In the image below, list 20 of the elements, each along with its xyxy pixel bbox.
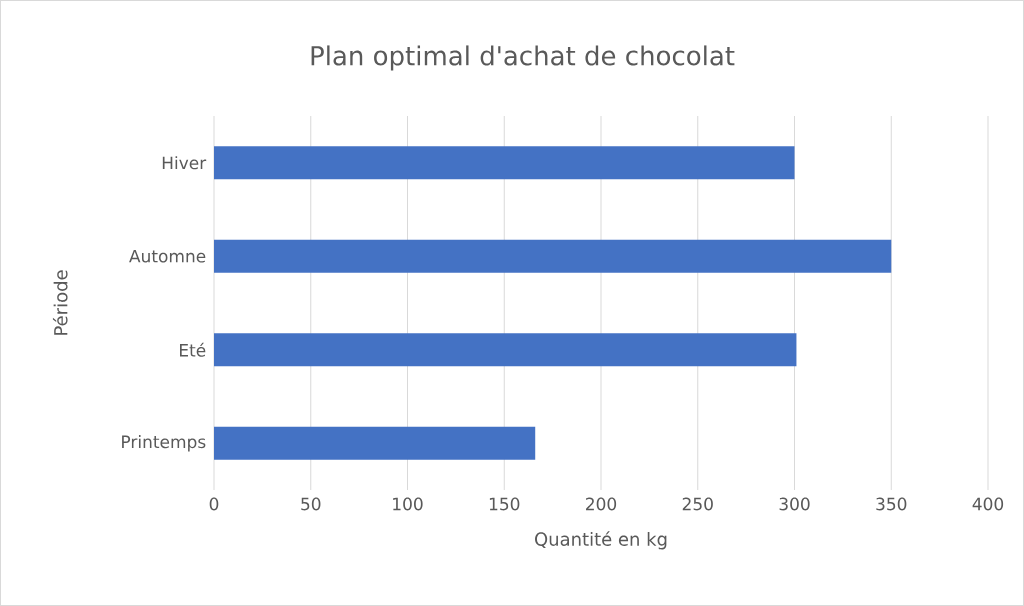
x-tick-label: 400 — [972, 497, 1004, 511]
chart-title: Plan optimal d'achat de chocolat — [311, 45, 735, 71]
y-tick-label: Eté — [180, 342, 206, 357]
x-tick-label: 300 — [779, 497, 810, 511]
bar — [214, 333, 797, 367]
x-tick-label: 150 — [489, 497, 520, 511]
x-tick-label: 100 — [393, 497, 423, 511]
y-tick-label: Hiver — [162, 156, 207, 170]
x-tick-label: 250 — [682, 497, 713, 511]
x-axis-title: Quantité en kg — [535, 531, 667, 550]
bar — [214, 426, 536, 460]
y-tick-label: Printemps — [122, 435, 206, 452]
y-tick-label: Automne — [129, 249, 206, 263]
x-tick-label: 0 — [209, 497, 219, 511]
y-axis-title: Période — [52, 270, 68, 335]
x-tick-label: 50 — [301, 497, 321, 511]
bar — [214, 239, 892, 273]
x-tick-label: 350 — [876, 497, 907, 511]
x-tick-label: 200 — [586, 497, 617, 511]
bar — [214, 146, 795, 180]
